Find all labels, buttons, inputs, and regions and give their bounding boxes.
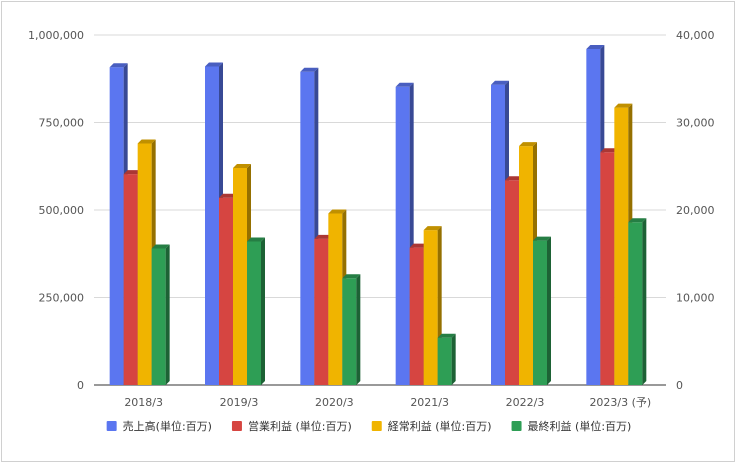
bar-top [109,63,128,68]
bar-front [342,278,357,385]
x-axis-category-label: 2018/3 [124,396,163,409]
bar-front [395,86,410,386]
legend-item: 経常利益 (単位:百万) [371,419,492,433]
bar-4 [151,244,170,385]
bar-top [600,148,619,153]
bar-front [423,230,438,385]
axes: 0 0 250,000 10,000 500,000 20,000 750,000 30,00… [28,29,714,409]
x-axis-category-label: 2019/3 [220,396,259,409]
bar-side [165,244,170,385]
bar-front [491,84,505,385]
bar-top [123,170,142,175]
legend-label: 営業利益 (単位:百万) [248,419,352,433]
bar-front [123,174,138,385]
bar-front [533,240,547,385]
bar-front [328,213,343,385]
x-axis-category-label: 2022/3 [506,396,545,409]
left-axis-tick-label: 500,000 [39,204,85,217]
bar-top [519,142,537,147]
bar-front [219,197,233,385]
bar-front [505,180,519,385]
left-axis-tick-label: 250,000 [39,292,85,305]
bar-top [437,333,456,338]
bar-top [205,62,223,67]
bar-top [151,244,170,249]
bar-top [247,237,265,242]
legend-label: 最終利益 (単位:百万) [528,419,632,433]
bar-front [600,152,615,385]
bar-front [586,49,601,385]
bar-top [533,236,551,241]
bar-top [586,45,605,49]
bar-front [205,66,219,385]
legend-swatch [231,421,242,431]
bar-top [233,164,251,168]
bar-front [109,67,124,385]
right-axis-tick-label: 10,000 [676,292,715,305]
bar-4 [247,237,265,385]
bar-front [409,247,424,385]
legend-item: 最終利益 (単位:百万) [511,419,632,433]
bar-front [314,238,329,385]
legend: 売上高(単位:百万) 営業利益 (単位:百万) 経常利益 (単位:百万) 最終利益 (… [106,419,632,433]
bar-front [614,107,629,385]
bar-4 [533,236,551,385]
left-axis-tick-label: 0 [77,379,84,392]
bar-top [614,103,633,108]
legend-label: 売上高(単位:百万) [123,419,212,433]
bar-4 [342,274,361,385]
bar-front [628,222,643,385]
legend-item: 営業利益 (単位:百万) [231,419,352,433]
bar-front [247,241,261,385]
x-axis-category-label: 2021/3 [410,396,449,409]
x-axis-category-label: 2023/3 (予) [589,396,651,409]
bar-side [261,237,265,385]
bars [109,45,647,386]
bar-top [491,80,509,85]
bar-front [233,168,247,385]
legend-swatch [371,421,382,431]
bar-front [137,143,152,385]
bar-side [642,218,647,385]
bar-side [451,333,456,385]
left-axis-tick-label: 1,000,000 [28,29,84,42]
x-axis-category-label: 2020/3 [315,396,354,409]
gridlines [94,34,666,386]
bar-top [137,139,156,144]
legend-swatch [106,421,117,431]
bar-top [409,243,428,248]
bar-front [300,71,315,385]
legend-swatch [511,421,522,431]
bar-top [300,67,319,72]
bar-side [547,236,551,385]
bar-front [151,248,166,385]
bar-top [314,234,333,239]
bar-top [219,193,237,198]
bar-4 [628,218,647,385]
bar-top [328,209,347,214]
right-axis-tick-label: 0 [676,379,683,392]
bar-top [342,274,361,279]
bar-front [437,337,452,385]
legend-item: 売上高(単位:百万) [106,419,212,433]
bar-top [628,218,647,223]
bar-4 [437,333,456,385]
bar-top [423,226,442,231]
right-axis-tick-label: 40,000 [676,29,715,42]
bar-top [505,176,523,181]
legend-label: 経常利益 (単位:百万) [388,419,492,433]
bar-side [356,274,361,385]
left-axis-tick-label: 750,000 [39,117,85,130]
bar-top [395,82,414,87]
right-axis-tick-label: 20,000 [676,204,715,217]
bar-front [519,146,533,385]
right-axis-tick-label: 30,000 [676,117,715,130]
